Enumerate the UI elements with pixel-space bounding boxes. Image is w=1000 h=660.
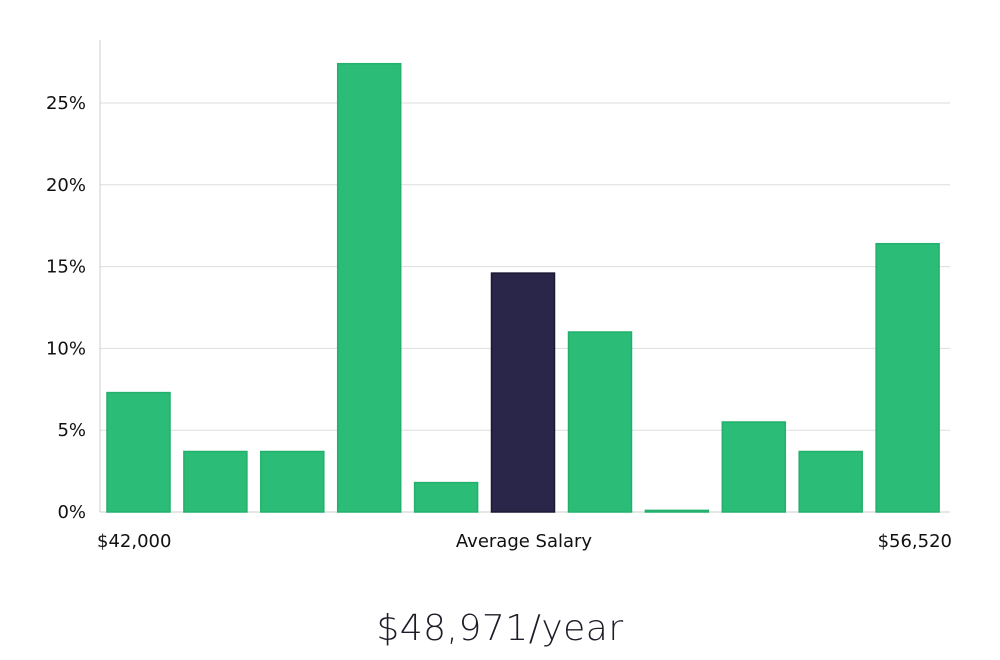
y-tick-label: 10% [46,338,86,359]
y-tick-label: 0% [57,502,86,523]
y-tick-label: 25% [46,93,86,114]
bar [106,391,171,513]
salary-histogram-chart: 0%5%10%15%20%25% $42,000 Average Salary … [46,40,952,552]
x-label-center: Average Salary [456,531,593,552]
bar [875,242,940,513]
bar [721,421,787,513]
bar-average-salary [490,272,556,513]
bar [798,450,863,513]
bar [260,450,325,513]
bars [106,62,940,513]
bar [644,509,710,513]
average-salary-value: $48,971/year [376,608,624,649]
bar [336,62,402,513]
y-tick-label: 15% [46,257,86,278]
bar [567,331,633,513]
y-tick-label: 20% [46,175,86,196]
bar [183,450,248,513]
x-label-max: $56,520 [878,531,952,552]
y-axis-ticks: 0% 5% 10% 15% 20% 25% [46,93,86,523]
x-label-min: $42,000 [97,531,171,552]
y-tick-label: 5% [57,420,86,441]
bar [413,481,479,513]
